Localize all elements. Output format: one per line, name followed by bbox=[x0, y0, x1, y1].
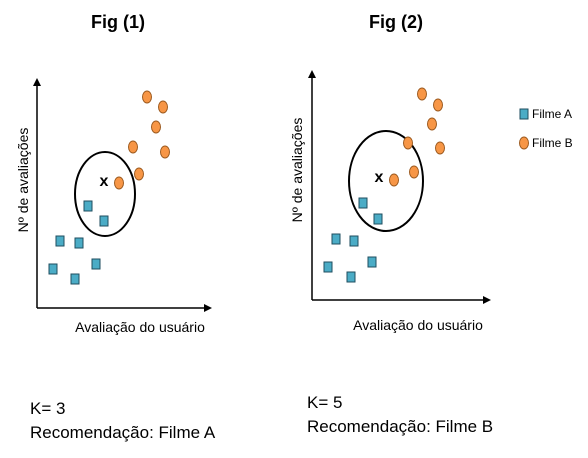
figure-2-filme-b-point bbox=[409, 165, 419, 179]
figure-1-filme-b-point bbox=[128, 140, 138, 154]
figure-2-filme-a-points bbox=[323, 197, 383, 283]
figure-1-filme-b-points bbox=[114, 90, 170, 190]
figure-2-filme-a-point bbox=[367, 256, 377, 268]
figure-2-filme-b-point bbox=[403, 136, 413, 150]
figure-2-filme-a-point bbox=[358, 197, 368, 209]
figure-1-filme-b-point bbox=[114, 176, 124, 190]
figure-2-filme-b-point bbox=[433, 98, 443, 112]
figure-2-filme-a-point bbox=[349, 235, 359, 247]
figure-2-filme-a-point bbox=[331, 233, 341, 245]
legend-filme-b-label: Filme B bbox=[532, 136, 573, 150]
figure-2-x-axis-label: Avaliação do usuário bbox=[353, 317, 483, 333]
figure-2-neighbor-circle bbox=[348, 130, 424, 232]
figure-1-filme-a-point bbox=[99, 215, 109, 227]
figure-1-filme-a-point bbox=[55, 235, 65, 247]
figure-2-filme-b-point bbox=[435, 141, 445, 155]
figure-2-title: Fig (2) bbox=[369, 12, 423, 32]
legend-filme-a-label: Filme A bbox=[532, 107, 572, 121]
legend: Filme A Filme B bbox=[519, 107, 573, 150]
figure-1-neighbor-circle bbox=[74, 151, 136, 237]
figure-1-filme-b-point bbox=[142, 90, 152, 104]
figure-1-filme-a-point bbox=[74, 237, 84, 249]
figure-2-filme-b-point bbox=[427, 117, 437, 131]
figure-2-filme-b-point bbox=[389, 173, 399, 187]
figure-1-filme-b-point bbox=[158, 100, 168, 114]
figure-2-y-axis-label: Nº de avaliações bbox=[289, 118, 305, 223]
figure-1-filme-a-point bbox=[70, 273, 80, 285]
figure-1-k-label: K= 3 bbox=[30, 399, 66, 418]
figure-1-caption: K= 3 Recomendação: Filme A bbox=[30, 397, 215, 445]
figure-2-recommendation: Recomendação: Filme B bbox=[307, 417, 494, 436]
figure-2-k-label: K= 5 bbox=[307, 393, 343, 412]
figure-1-title: Fig (1) bbox=[91, 12, 145, 32]
figure-1-x-axis-label: Avaliação do usuário bbox=[75, 319, 205, 335]
figure-1-recommendation: Recomendação: Filme A bbox=[30, 423, 216, 442]
figure-1-filme-a-point bbox=[91, 258, 101, 270]
legend-filme-b-swatch bbox=[519, 136, 529, 150]
figure-1-filme-a-point bbox=[48, 263, 58, 275]
figure-1-filme-b-point bbox=[134, 167, 144, 181]
figure-2: Fig (2) Nº de avaliações Avaliação do us… bbox=[289, 12, 491, 333]
figure-2-caption: K= 5 Recomendação: Filme B bbox=[307, 391, 493, 439]
figure-1-filme-b-point bbox=[160, 145, 170, 159]
figure-1-filme-a-points bbox=[48, 200, 109, 285]
figure-2-filme-a-point bbox=[323, 261, 333, 273]
legend-filme-a-swatch bbox=[519, 108, 529, 120]
figure-2-filme-b-points bbox=[389, 87, 445, 187]
figure-2-query-point: x bbox=[375, 169, 384, 186]
figure-1: Fig (1) Nº de avaliações Avaliação do us… bbox=[15, 12, 212, 335]
figure-2-filme-a-point bbox=[346, 271, 356, 283]
figure-1-y-axis-label: Nº de avaliações bbox=[15, 128, 31, 233]
figure-2-filme-b-point bbox=[417, 87, 427, 101]
figure-1-filme-b-point bbox=[151, 120, 161, 134]
figure-2-filme-a-point bbox=[373, 213, 383, 225]
figure-1-query-point: x bbox=[100, 173, 109, 190]
figure-1-filme-a-point bbox=[83, 200, 93, 212]
